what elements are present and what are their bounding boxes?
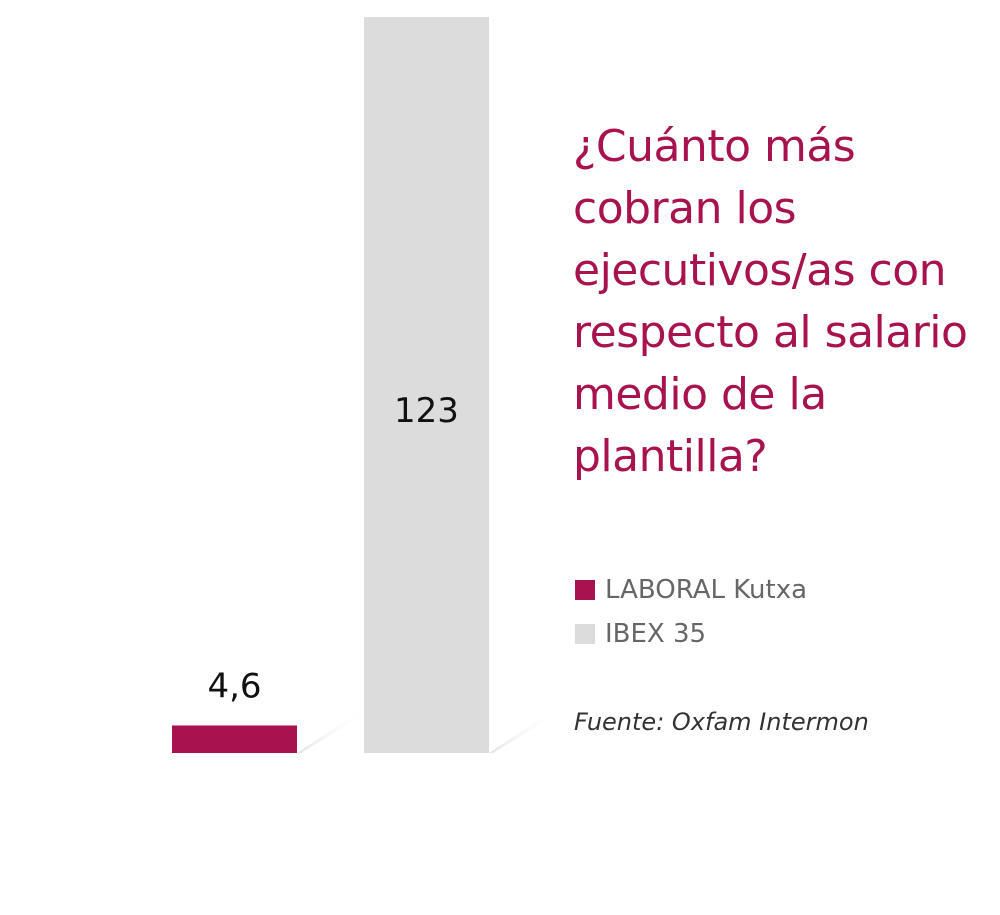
- bar-ibex-35: [364, 17, 489, 753]
- data-label-laboral-kutxa: 4,6: [207, 666, 261, 706]
- legend-swatch-laboral-kutxa: [575, 580, 595, 600]
- legend: LABORAL Kutxa IBEX 35: [575, 568, 807, 656]
- legend-label-ibex-35: IBEX 35: [605, 619, 707, 649]
- source-note: Fuente: Oxfam Intermon: [574, 708, 869, 736]
- legend-item-laboral-kutxa: LABORAL Kutxa: [575, 568, 807, 612]
- legend-label-laboral-kutxa: LABORAL Kutxa: [605, 575, 808, 605]
- bar-shadow-ibex-35: [489, 713, 559, 753]
- bar-laboral-kutxa: [172, 725, 297, 753]
- chart-title: ¿Cuánto más cobran los ejecutivos/as con…: [573, 121, 968, 482]
- bar-shadow-laboral-kutxa: [297, 713, 367, 753]
- data-label-ibex-35: 123: [394, 391, 459, 431]
- legend-swatch-ibex-35: [575, 624, 595, 644]
- legend-item-ibex-35: IBEX 35: [575, 612, 807, 656]
